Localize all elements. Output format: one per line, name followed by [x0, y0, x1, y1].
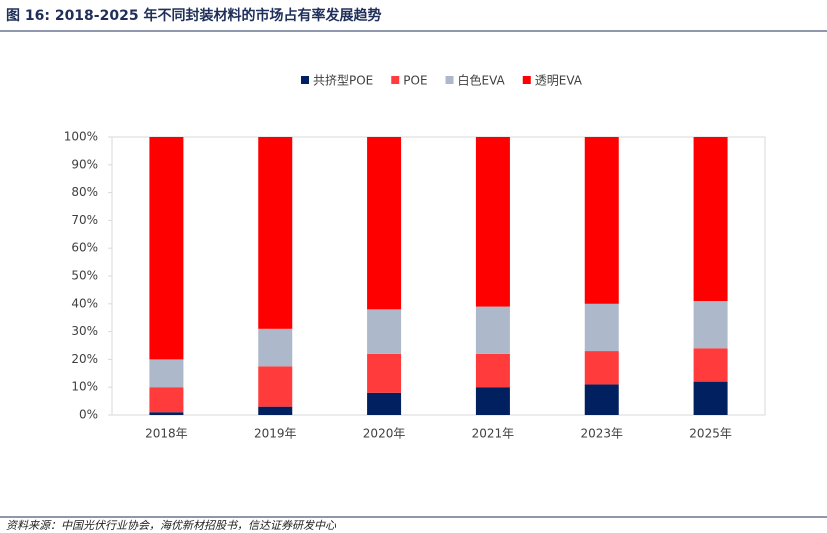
bar-segment	[693, 137, 728, 302]
bar-segment	[584, 384, 619, 415]
legend-label: 白色EVA	[458, 73, 506, 88]
bar-segment	[258, 137, 293, 329]
legend-label: 透明EVA	[535, 74, 583, 88]
bar-segment	[475, 387, 510, 415]
bar-segment	[258, 328, 293, 367]
bar-segment	[693, 381, 728, 415]
y-tick-label: 70%	[71, 213, 98, 227]
y-tick-label: 100%	[64, 130, 98, 144]
x-tick-label: 2023年	[580, 427, 623, 441]
bar-segment	[149, 359, 184, 388]
source-note: 资料来源：中国光伏行业协会，海优新材招股书，信达证券研发中心	[6, 519, 337, 532]
x-tick-label: 2019年	[254, 427, 297, 441]
legend-swatch	[445, 76, 454, 84]
plot-frame	[111, 136, 766, 416]
bar-segment	[475, 306, 510, 354]
legend-swatch	[391, 76, 400, 84]
y-tick-label: 0%	[79, 408, 98, 422]
bar-segment	[693, 348, 728, 382]
bar-segment	[258, 406, 293, 415]
legend-label: 共挤型POE	[313, 73, 373, 88]
bar-segment	[367, 353, 402, 393]
y-tick-label: 50%	[71, 269, 98, 283]
y-tick-label: 20%	[71, 352, 98, 366]
bar-segment	[584, 137, 619, 304]
bar-segment	[149, 137, 184, 360]
bar-segment	[693, 301, 728, 349]
bar-segment	[367, 309, 402, 354]
x-tick-label: 2025年	[689, 427, 732, 441]
y-tick-label: 60%	[71, 241, 98, 255]
legend-swatch	[522, 76, 531, 84]
legend-swatch	[301, 76, 309, 84]
bar-segment	[149, 387, 184, 413]
y-tick-label: 80%	[71, 185, 98, 199]
bar-segment	[258, 366, 293, 407]
bar-segment	[475, 137, 510, 307]
bar-segment	[149, 412, 184, 415]
y-tick-label: 30%	[71, 324, 98, 338]
chart-title: 图 16: 2018-2025 年不同封装材料的市场占有率发展趋势	[6, 7, 381, 24]
bar-segment	[584, 303, 619, 352]
x-tick-label: 2018年	[145, 427, 188, 441]
bar-segment	[367, 392, 402, 415]
legend-label: POE	[403, 74, 427, 88]
bar-segment	[584, 351, 619, 385]
x-tick-label: 2020年	[363, 427, 406, 441]
bar-segment	[475, 353, 510, 388]
y-tick-label: 90%	[71, 157, 98, 171]
x-tick-label: 2021年	[472, 427, 515, 441]
bar-segment	[367, 137, 402, 310]
y-tick-label: 10%	[71, 380, 98, 394]
y-tick-label: 40%	[71, 296, 98, 310]
